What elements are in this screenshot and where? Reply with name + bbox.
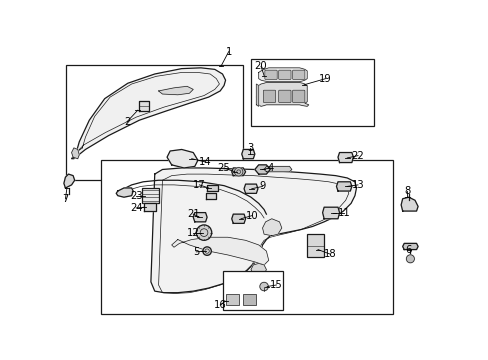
FancyBboxPatch shape [278,90,290,103]
Text: 13: 13 [351,180,364,190]
Text: 24: 24 [130,203,142,213]
Polygon shape [231,214,245,223]
Text: 21: 21 [186,209,199,219]
Circle shape [259,282,268,291]
Text: 16: 16 [213,300,226,310]
Text: 12: 12 [186,228,199,238]
Polygon shape [139,101,148,111]
Text: 11: 11 [337,208,350,217]
Polygon shape [337,153,353,163]
Bar [101,160,393,314]
FancyBboxPatch shape [263,90,275,103]
Polygon shape [256,84,258,106]
FancyBboxPatch shape [292,90,305,103]
Polygon shape [71,68,225,159]
Text: 22: 22 [351,150,364,161]
Polygon shape [322,207,339,219]
Polygon shape [400,197,417,211]
Text: 8: 8 [404,186,409,196]
Polygon shape [262,219,281,236]
Bar [250,59,373,126]
Polygon shape [151,168,356,293]
Text: 3: 3 [246,143,253,153]
Polygon shape [71,148,79,159]
Bar [225,294,239,305]
Polygon shape [205,193,216,199]
FancyBboxPatch shape [278,70,290,80]
Polygon shape [264,166,291,172]
FancyBboxPatch shape [292,70,305,80]
Bar [222,271,282,310]
Text: 4: 4 [266,163,273,173]
Text: 14: 14 [198,157,211,167]
Polygon shape [207,185,218,191]
Text: 5: 5 [193,247,199,257]
Bar [142,188,159,203]
Text: 17: 17 [193,180,205,190]
Text: 6: 6 [405,244,411,255]
Polygon shape [250,264,266,276]
Bar [242,294,256,305]
Text: 18: 18 [324,249,336,259]
Text: 2: 2 [123,117,130,127]
Polygon shape [171,237,268,265]
Polygon shape [402,243,417,249]
Polygon shape [116,188,133,197]
Text: 1: 1 [225,47,231,57]
Polygon shape [64,174,75,188]
Text: 19: 19 [319,73,331,84]
Text: 25: 25 [217,163,230,173]
Polygon shape [158,86,193,95]
Polygon shape [231,168,245,176]
Bar [306,234,324,257]
Polygon shape [256,82,308,106]
Circle shape [406,255,413,263]
Text: 15: 15 [269,280,282,290]
Polygon shape [244,184,257,193]
Polygon shape [143,203,156,211]
Polygon shape [258,68,306,82]
Text: 10: 10 [245,211,258,221]
Text: 23: 23 [130,191,142,201]
Polygon shape [193,213,207,222]
Circle shape [203,247,211,255]
Polygon shape [254,165,270,174]
Bar [66,65,243,180]
Polygon shape [336,182,351,191]
Text: 7: 7 [62,194,68,204]
Circle shape [234,167,243,176]
FancyBboxPatch shape [264,70,277,80]
Polygon shape [167,149,198,168]
Text: 20: 20 [254,61,267,71]
Polygon shape [241,149,254,159]
Text: 9: 9 [259,181,265,192]
Circle shape [196,225,211,240]
